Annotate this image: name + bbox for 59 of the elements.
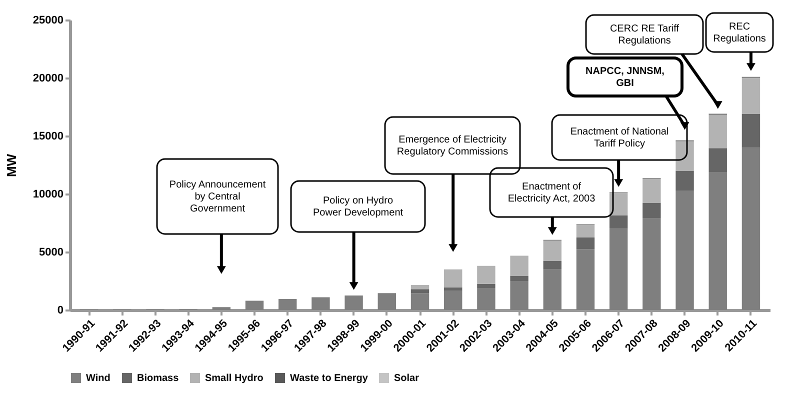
- y-tick-label: 15000: [32, 130, 64, 142]
- legend-label: Small Hydro: [205, 373, 264, 384]
- legend-label: Wind: [86, 373, 110, 384]
- bar: [378, 293, 396, 310]
- bar: [609, 215, 628, 229]
- bar: [708, 172, 727, 310]
- bar: [444, 290, 462, 310]
- y-tick-label: 5000: [39, 246, 64, 258]
- bar: [742, 114, 760, 148]
- bar: [212, 307, 231, 310]
- bar: [312, 297, 330, 310]
- annotation: REC Regulations: [713, 22, 766, 44]
- bar: [642, 202, 661, 218]
- bar: [576, 249, 595, 310]
- bar: [708, 114, 727, 148]
- bar: [642, 218, 661, 310]
- bar: [576, 238, 595, 250]
- bar: [510, 276, 528, 281]
- y-tick-label: 10000: [32, 188, 64, 200]
- bar: [609, 228, 628, 310]
- bar: [410, 285, 430, 290]
- bar: [410, 289, 430, 294]
- bar: [477, 288, 496, 310]
- annotation: Policy Announcement by Central Government: [169, 180, 266, 214]
- bar: [444, 269, 462, 288]
- bar: [676, 190, 694, 310]
- y-tick-label: 20000: [32, 72, 64, 84]
- bar: [742, 148, 760, 310]
- annotation: Emergence of Electricity Regulatory Commissions: [396, 134, 508, 158]
- bar: [543, 240, 562, 261]
- legend-label: Biomass: [137, 373, 180, 384]
- y-tick-label: 0: [57, 304, 64, 316]
- bar: [344, 296, 363, 310]
- bar: [477, 284, 496, 288]
- bar: [742, 78, 760, 114]
- y-tick-label: 25000: [32, 14, 64, 26]
- bar: [543, 260, 562, 270]
- bar: [642, 178, 661, 203]
- bar: [510, 256, 528, 276]
- bar: [245, 300, 264, 310]
- annotation: Policy on Hydro Power Development: [312, 196, 404, 218]
- bar: [676, 141, 694, 171]
- annotation: CERC RE Tariff Regulations: [610, 24, 680, 46]
- legend-label: Waste to Energy: [290, 373, 368, 384]
- annotation: Enactment of Electricity Act, 2003: [508, 182, 596, 204]
- bar: [609, 192, 628, 216]
- annotation: NAPCC, JNNSM, GBI: [586, 66, 665, 89]
- y-axis-title: MW: [4, 153, 19, 178]
- bar: [510, 281, 528, 310]
- bar: [477, 266, 496, 284]
- bar: [576, 224, 595, 238]
- bar: [444, 287, 462, 291]
- bar: [676, 170, 694, 191]
- bar: [278, 298, 297, 310]
- bar: [410, 293, 430, 310]
- bar: [708, 148, 727, 172]
- annotation: Enactment of National Tariff Policy: [570, 126, 669, 150]
- bar: [543, 269, 562, 310]
- legend-label: Solar: [394, 373, 420, 384]
